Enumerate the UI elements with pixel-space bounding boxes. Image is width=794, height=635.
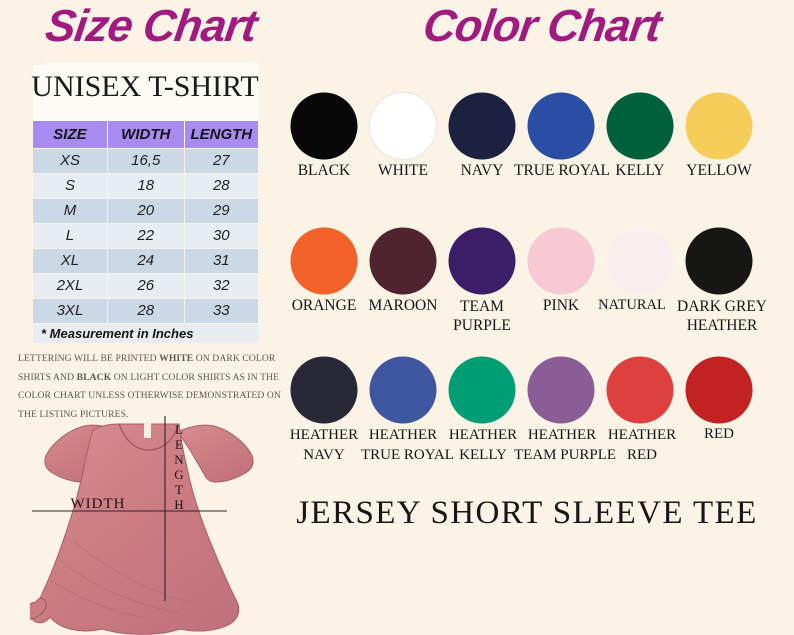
svg-text:H: H [174,497,183,512]
svg-text:E: E [175,437,183,452]
svg-text:L: L [175,422,183,437]
svg-text:G: G [174,467,183,482]
svg-text:WIDTH: WIDTH [71,496,126,512]
svg-text:N: N [174,452,184,467]
svg-text:T: T [175,482,183,497]
